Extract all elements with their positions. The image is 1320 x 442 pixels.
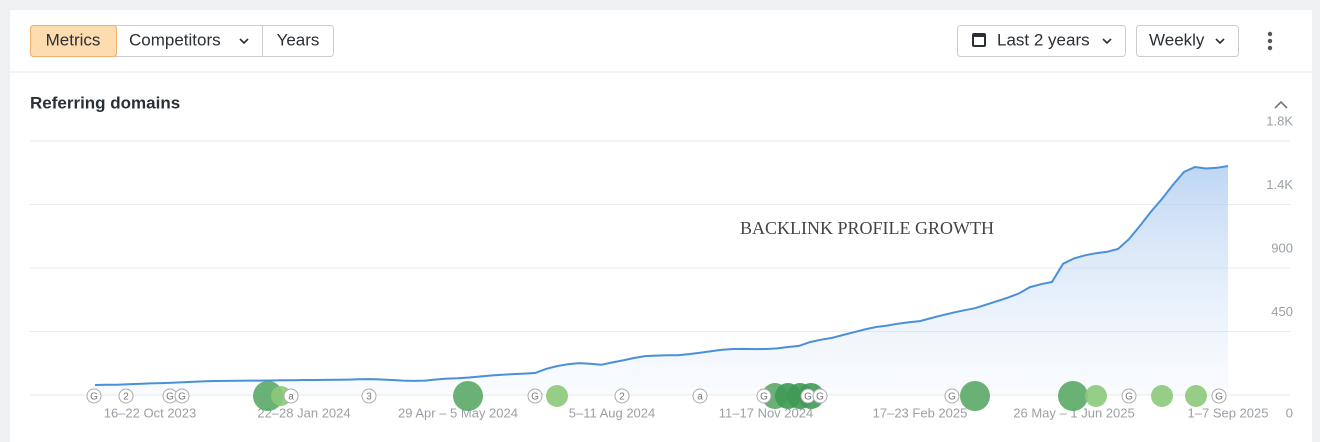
event-label: G <box>816 392 824 403</box>
kebab-menu[interactable] <box>1267 31 1273 51</box>
event-label: 2 <box>123 392 129 403</box>
event-bubble <box>1151 385 1173 407</box>
period-button[interactable]: Last 2 years <box>957 25 1126 57</box>
event-icon <box>1211 388 1227 404</box>
event-icon <box>86 388 102 404</box>
event-icon <box>527 388 543 404</box>
chart-annotation: BACKLINK PROFILE GROWTH <box>740 218 994 238</box>
event-bubble <box>1085 385 1107 407</box>
event-label: a <box>697 392 703 403</box>
event-label: G <box>1125 392 1133 403</box>
tab[interactable]: Metrics <box>46 30 101 49</box>
event-icon <box>944 388 960 404</box>
event-icon <box>118 388 134 404</box>
chevron <box>239 38 249 45</box>
button-border[interactable] <box>957 25 1126 57</box>
event-label: G <box>178 392 186 403</box>
event-bubble <box>453 381 483 411</box>
y-tick-label: 1.4K <box>1266 177 1293 192</box>
event-icon <box>692 388 708 404</box>
plot: 0 450 900 1.4K 1.8K 16–22 Oct 2023 22–28 Jan 2… <box>30 113 1293 420</box>
event-bubble <box>546 385 568 407</box>
period-label[interactable]: Last 2 years <box>997 30 1090 49</box>
tab-group: Metrics Competitors Years <box>30 25 334 57</box>
event-label: a <box>288 392 294 403</box>
event-bubble <box>1058 381 1088 411</box>
y-tick-label: 900 <box>1271 240 1293 255</box>
chevron <box>1102 38 1112 45</box>
x-tick-label: 1–7 Sep 2025 <box>1188 405 1269 420</box>
calendar-icon-face <box>974 37 984 45</box>
event-label: G <box>166 392 174 403</box>
x-tick-label: 26 May – 1 Jun 2025 <box>1013 405 1134 420</box>
dot[interactable] <box>1267 31 1273 37</box>
x-tick-label: 5–11 Aug 2024 <box>569 405 656 420</box>
event-label: G <box>1215 392 1223 403</box>
event-label: 2 <box>619 392 625 403</box>
event-icon <box>174 388 190 404</box>
x-tick-label: 17–23 Feb 2025 <box>873 405 968 420</box>
dot[interactable] <box>1267 38 1273 44</box>
x-tick-label: 22–28 Jan 2024 <box>257 405 350 420</box>
panel-title: Referring domains <box>30 93 180 112</box>
event-label: G <box>804 392 812 403</box>
event-icon <box>1121 388 1137 404</box>
event-label: G <box>531 392 539 403</box>
interval-button[interactable]: Weekly <box>1136 25 1239 57</box>
button-border[interactable] <box>1136 25 1239 57</box>
event-bubble <box>1185 385 1207 407</box>
x-tick-label: 29 Apr – 5 May 2024 <box>398 405 518 420</box>
area-fill <box>95 166 1228 395</box>
event-icon <box>361 388 377 404</box>
chevron <box>1215 38 1225 45</box>
event-label: G <box>90 392 98 403</box>
event-icon <box>756 388 772 404</box>
event-icon <box>812 388 828 404</box>
tab[interactable]: Competitors <box>129 30 221 49</box>
dot[interactable] <box>1267 45 1273 51</box>
x-tick-label: 11–17 Nov 2024 <box>719 405 813 420</box>
event-icon <box>614 388 630 404</box>
y-tick-label: 0 <box>1286 405 1293 420</box>
y-tick-label: 450 <box>1271 304 1293 319</box>
series-line <box>94 165 1229 386</box>
event-label: 3 <box>366 392 372 403</box>
event-bubble <box>960 381 990 411</box>
event-label: G <box>760 392 768 403</box>
event-icon <box>283 388 299 404</box>
tab-active[interactable] <box>30 25 117 57</box>
event-label: G <box>948 392 956 403</box>
collapse-icon[interactable] <box>1274 100 1288 109</box>
y-tick-label: 1.8K <box>1266 113 1293 128</box>
interval-label[interactable]: Weekly <box>1149 30 1205 49</box>
x-tick-label: 16–22 Oct 2023 <box>104 405 197 420</box>
tab[interactable]: Years <box>277 30 320 49</box>
